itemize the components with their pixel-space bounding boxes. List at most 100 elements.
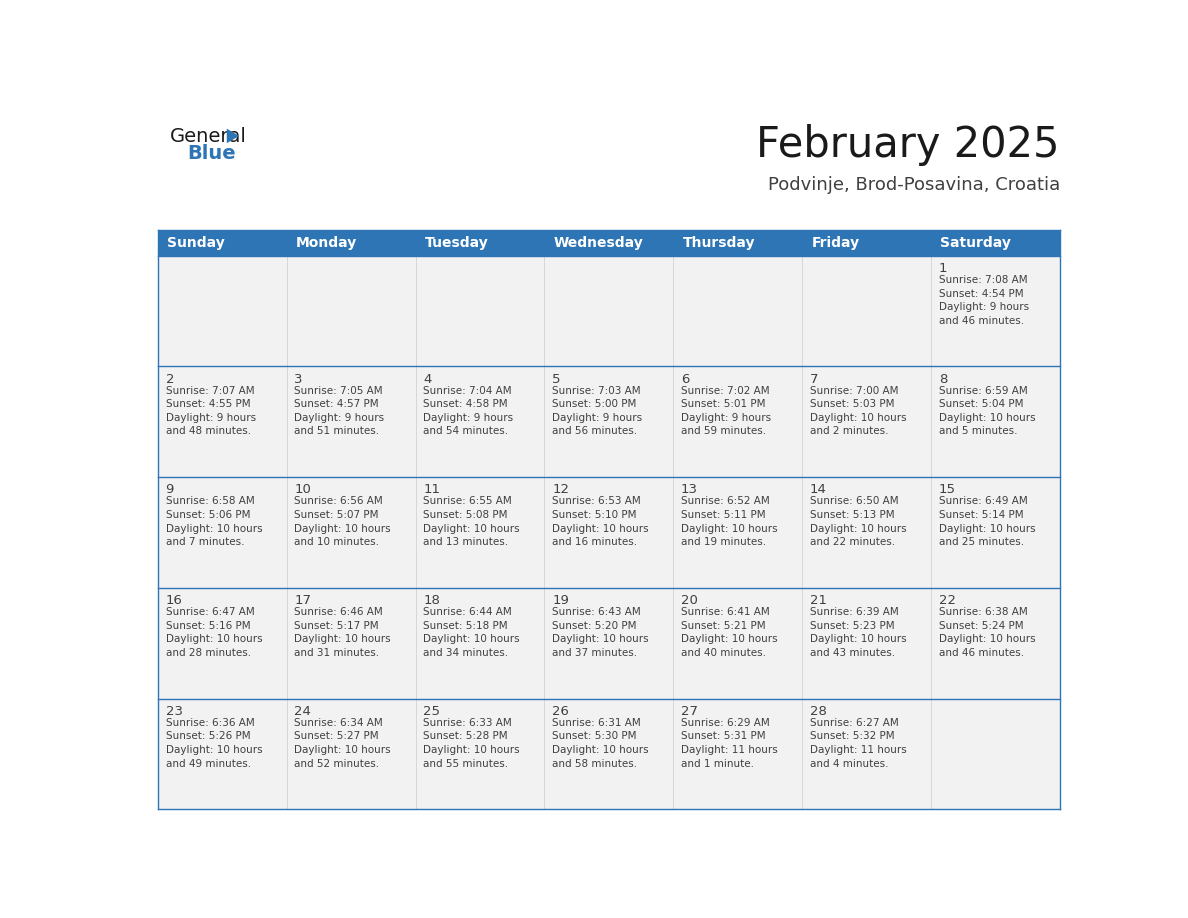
Bar: [802, 477, 931, 588]
Text: Sunrise: 6:58 AM
Sunset: 5:06 PM
Daylight: 10 hours
and 7 minutes.: Sunrise: 6:58 AM Sunset: 5:06 PM Dayligh…: [165, 497, 263, 547]
Bar: [674, 256, 802, 366]
Bar: [931, 699, 1060, 810]
Polygon shape: [227, 129, 239, 143]
Bar: [802, 366, 931, 477]
Text: Sunrise: 6:52 AM
Sunset: 5:11 PM
Daylight: 10 hours
and 19 minutes.: Sunrise: 6:52 AM Sunset: 5:11 PM Dayligh…: [681, 497, 778, 547]
Text: 2: 2: [165, 373, 175, 386]
Text: Saturday: Saturday: [941, 236, 1011, 250]
Text: Sunrise: 6:55 AM
Sunset: 5:08 PM
Daylight: 10 hours
and 13 minutes.: Sunrise: 6:55 AM Sunset: 5:08 PM Dayligh…: [423, 497, 520, 547]
Bar: [158, 256, 286, 366]
Text: 10: 10: [295, 483, 311, 497]
Text: Sunrise: 6:56 AM
Sunset: 5:07 PM
Daylight: 10 hours
and 10 minutes.: Sunrise: 6:56 AM Sunset: 5:07 PM Dayligh…: [295, 497, 391, 547]
Bar: [931, 366, 1060, 477]
Bar: [544, 256, 674, 366]
Bar: [286, 699, 416, 810]
Text: Podvinje, Brod-Posavina, Croatia: Podvinje, Brod-Posavina, Croatia: [767, 176, 1060, 195]
Bar: [416, 256, 544, 366]
Text: Sunday: Sunday: [168, 236, 225, 250]
Text: Sunrise: 6:36 AM
Sunset: 5:26 PM
Daylight: 10 hours
and 49 minutes.: Sunrise: 6:36 AM Sunset: 5:26 PM Dayligh…: [165, 718, 263, 768]
Text: Blue: Blue: [188, 144, 236, 163]
Bar: [158, 588, 286, 699]
Text: Thursday: Thursday: [683, 236, 756, 250]
Text: 16: 16: [165, 594, 183, 607]
Text: 14: 14: [810, 483, 827, 497]
Bar: [544, 699, 674, 810]
Text: 27: 27: [681, 705, 699, 718]
Text: Sunrise: 6:41 AM
Sunset: 5:21 PM
Daylight: 10 hours
and 40 minutes.: Sunrise: 6:41 AM Sunset: 5:21 PM Dayligh…: [681, 607, 778, 658]
Text: General: General: [170, 127, 247, 146]
Text: 21: 21: [810, 594, 827, 607]
Text: Sunrise: 6:47 AM
Sunset: 5:16 PM
Daylight: 10 hours
and 28 minutes.: Sunrise: 6:47 AM Sunset: 5:16 PM Dayligh…: [165, 607, 263, 658]
Text: Sunrise: 7:04 AM
Sunset: 4:58 PM
Daylight: 9 hours
and 54 minutes.: Sunrise: 7:04 AM Sunset: 4:58 PM Dayligh…: [423, 386, 513, 436]
Text: Sunrise: 7:07 AM
Sunset: 4:55 PM
Daylight: 9 hours
and 48 minutes.: Sunrise: 7:07 AM Sunset: 4:55 PM Dayligh…: [165, 386, 255, 436]
Text: Sunrise: 6:46 AM
Sunset: 5:17 PM
Daylight: 10 hours
and 31 minutes.: Sunrise: 6:46 AM Sunset: 5:17 PM Dayligh…: [295, 607, 391, 658]
Bar: [544, 588, 674, 699]
Bar: [286, 256, 416, 366]
Text: 3: 3: [295, 373, 303, 386]
Text: 20: 20: [681, 594, 697, 607]
Text: Sunrise: 7:03 AM
Sunset: 5:00 PM
Daylight: 9 hours
and 56 minutes.: Sunrise: 7:03 AM Sunset: 5:00 PM Dayligh…: [552, 386, 643, 436]
Text: February 2025: February 2025: [757, 124, 1060, 166]
Bar: [158, 699, 286, 810]
Text: Sunrise: 6:31 AM
Sunset: 5:30 PM
Daylight: 10 hours
and 58 minutes.: Sunrise: 6:31 AM Sunset: 5:30 PM Dayligh…: [552, 718, 649, 768]
Text: Sunrise: 7:00 AM
Sunset: 5:03 PM
Daylight: 10 hours
and 2 minutes.: Sunrise: 7:00 AM Sunset: 5:03 PM Dayligh…: [810, 386, 906, 436]
Text: Sunrise: 6:44 AM
Sunset: 5:18 PM
Daylight: 10 hours
and 34 minutes.: Sunrise: 6:44 AM Sunset: 5:18 PM Dayligh…: [423, 607, 520, 658]
Bar: [286, 477, 416, 588]
Text: 18: 18: [423, 594, 441, 607]
Bar: [931, 588, 1060, 699]
Bar: [674, 699, 802, 810]
Bar: [416, 366, 544, 477]
Text: Sunrise: 6:53 AM
Sunset: 5:10 PM
Daylight: 10 hours
and 16 minutes.: Sunrise: 6:53 AM Sunset: 5:10 PM Dayligh…: [552, 497, 649, 547]
Bar: [286, 366, 416, 477]
Bar: [286, 588, 416, 699]
Bar: [158, 230, 1060, 256]
Text: 7: 7: [810, 373, 819, 386]
Bar: [931, 477, 1060, 588]
Text: 11: 11: [423, 483, 441, 497]
Text: Sunrise: 7:05 AM
Sunset: 4:57 PM
Daylight: 9 hours
and 51 minutes.: Sunrise: 7:05 AM Sunset: 4:57 PM Dayligh…: [295, 386, 385, 436]
Bar: [674, 366, 802, 477]
Bar: [674, 588, 802, 699]
Text: Sunrise: 6:38 AM
Sunset: 5:24 PM
Daylight: 10 hours
and 46 minutes.: Sunrise: 6:38 AM Sunset: 5:24 PM Dayligh…: [939, 607, 1036, 658]
Text: Sunrise: 6:27 AM
Sunset: 5:32 PM
Daylight: 11 hours
and 4 minutes.: Sunrise: 6:27 AM Sunset: 5:32 PM Dayligh…: [810, 718, 906, 768]
Text: Sunrise: 7:08 AM
Sunset: 4:54 PM
Daylight: 9 hours
and 46 minutes.: Sunrise: 7:08 AM Sunset: 4:54 PM Dayligh…: [939, 274, 1029, 326]
Bar: [674, 477, 802, 588]
Text: 6: 6: [681, 373, 689, 386]
Bar: [416, 477, 544, 588]
Text: Sunrise: 6:29 AM
Sunset: 5:31 PM
Daylight: 11 hours
and 1 minute.: Sunrise: 6:29 AM Sunset: 5:31 PM Dayligh…: [681, 718, 778, 768]
Text: 1: 1: [939, 262, 947, 274]
Text: Sunrise: 6:59 AM
Sunset: 5:04 PM
Daylight: 10 hours
and 5 minutes.: Sunrise: 6:59 AM Sunset: 5:04 PM Dayligh…: [939, 386, 1036, 436]
Text: 19: 19: [552, 594, 569, 607]
Text: 12: 12: [552, 483, 569, 497]
Text: 24: 24: [295, 705, 311, 718]
Text: 17: 17: [295, 594, 311, 607]
Text: 22: 22: [939, 594, 956, 607]
Bar: [158, 477, 286, 588]
Text: Sunrise: 6:34 AM
Sunset: 5:27 PM
Daylight: 10 hours
and 52 minutes.: Sunrise: 6:34 AM Sunset: 5:27 PM Dayligh…: [295, 718, 391, 768]
Bar: [544, 366, 674, 477]
Text: 28: 28: [810, 705, 827, 718]
Bar: [158, 366, 286, 477]
Text: 15: 15: [939, 483, 956, 497]
Text: Sunrise: 6:33 AM
Sunset: 5:28 PM
Daylight: 10 hours
and 55 minutes.: Sunrise: 6:33 AM Sunset: 5:28 PM Dayligh…: [423, 718, 520, 768]
Text: Sunrise: 7:02 AM
Sunset: 5:01 PM
Daylight: 9 hours
and 59 minutes.: Sunrise: 7:02 AM Sunset: 5:01 PM Dayligh…: [681, 386, 771, 436]
Text: Sunrise: 6:49 AM
Sunset: 5:14 PM
Daylight: 10 hours
and 25 minutes.: Sunrise: 6:49 AM Sunset: 5:14 PM Dayligh…: [939, 497, 1036, 547]
Bar: [802, 256, 931, 366]
Text: 5: 5: [552, 373, 561, 386]
Text: Monday: Monday: [296, 236, 358, 250]
Text: Wednesday: Wednesday: [554, 236, 644, 250]
Text: Sunrise: 6:39 AM
Sunset: 5:23 PM
Daylight: 10 hours
and 43 minutes.: Sunrise: 6:39 AM Sunset: 5:23 PM Dayligh…: [810, 607, 906, 658]
Text: Sunrise: 6:43 AM
Sunset: 5:20 PM
Daylight: 10 hours
and 37 minutes.: Sunrise: 6:43 AM Sunset: 5:20 PM Dayligh…: [552, 607, 649, 658]
Text: Sunrise: 6:50 AM
Sunset: 5:13 PM
Daylight: 10 hours
and 22 minutes.: Sunrise: 6:50 AM Sunset: 5:13 PM Dayligh…: [810, 497, 906, 547]
Text: 25: 25: [423, 705, 441, 718]
Text: 13: 13: [681, 483, 699, 497]
Text: 26: 26: [552, 705, 569, 718]
Text: 23: 23: [165, 705, 183, 718]
Bar: [802, 699, 931, 810]
Bar: [416, 699, 544, 810]
Bar: [931, 256, 1060, 366]
Text: 4: 4: [423, 373, 431, 386]
Text: 8: 8: [939, 373, 947, 386]
Text: Tuesday: Tuesday: [425, 236, 488, 250]
Bar: [416, 588, 544, 699]
